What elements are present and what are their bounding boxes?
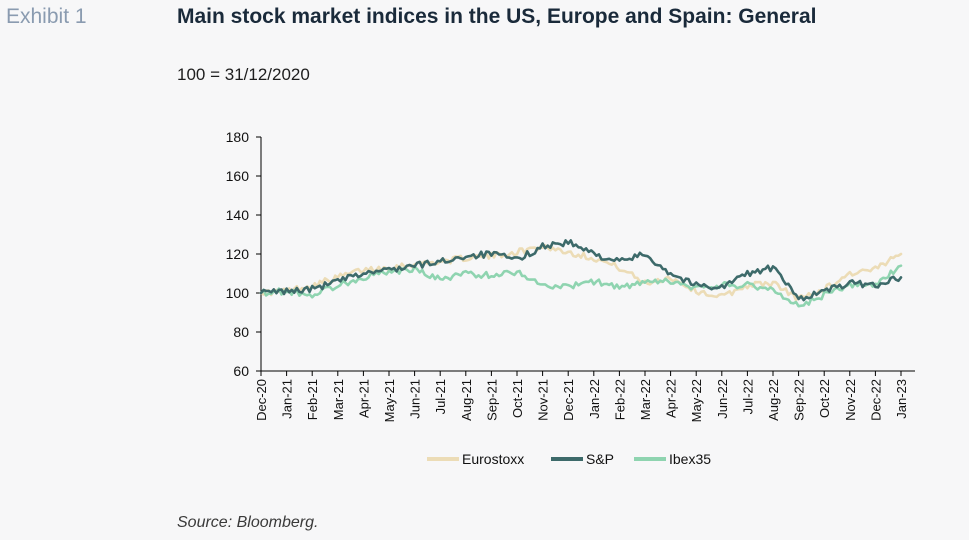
x-tick-label: Dec-21 — [561, 379, 576, 421]
y-tick-label: 120 — [226, 246, 250, 262]
x-tick-label: Oct-22 — [817, 379, 832, 418]
x-tick-label: Aug-22 — [766, 379, 781, 421]
legend-label: S&P — [586, 451, 614, 467]
y-tick-label: 100 — [226, 285, 250, 301]
x-tick-label: Jan-22 — [587, 379, 602, 419]
x-tick-label: Mar-22 — [638, 379, 653, 420]
x-tick-label: Feb-21 — [305, 379, 320, 420]
x-tick-label: May-22 — [689, 379, 704, 422]
x-tick-label: Jan-21 — [280, 379, 295, 419]
x-tick-label: Sep-22 — [792, 379, 807, 421]
x-tick-label: Sep-21 — [484, 379, 499, 421]
series-line-eurostoxx — [259, 244, 903, 302]
chart-title: Main stock market indices in the US, Eur… — [177, 5, 817, 28]
chart-subtitle: 100 = 31/12/2020 — [177, 65, 310, 84]
legend-label: Ibex35 — [669, 451, 711, 467]
x-tick-label: Mar-21 — [331, 379, 346, 420]
legend-label: Eurostoxx — [462, 451, 524, 467]
y-tick-label: 60 — [233, 363, 249, 379]
x-tick-label: May-21 — [382, 379, 397, 422]
x-tick-label: Jan-23 — [894, 379, 909, 419]
y-tick-label: 80 — [233, 324, 249, 340]
x-tick-label: Apr-21 — [356, 379, 371, 418]
x-tick-label: Aug-21 — [459, 379, 474, 421]
y-tick-label: 140 — [226, 207, 250, 223]
x-tick-label: Jun-22 — [715, 379, 730, 419]
y-tick-label: 160 — [226, 168, 250, 184]
series-line-ibex35 — [259, 264, 903, 308]
source-note: Source: Bloomberg. — [177, 514, 319, 531]
x-tick-label: Jul-21 — [433, 379, 448, 414]
series-line-sp — [259, 239, 903, 302]
x-tick-label: Dec-20 — [254, 379, 269, 421]
x-tick-label: Apr-22 — [664, 379, 679, 418]
x-tick-label: Feb-22 — [612, 379, 627, 420]
x-tick-label: Nov-22 — [843, 379, 858, 421]
x-tick-label: Jun-21 — [408, 379, 423, 419]
y-tick-label: 180 — [226, 129, 250, 145]
x-tick-label: Jul-22 — [740, 379, 755, 414]
x-tick-label: Oct-21 — [510, 379, 525, 418]
x-tick-label: Nov-21 — [536, 379, 551, 421]
exhibit-label: Exhibit 1 — [6, 5, 87, 28]
x-tick-label: Dec-22 — [868, 379, 883, 421]
